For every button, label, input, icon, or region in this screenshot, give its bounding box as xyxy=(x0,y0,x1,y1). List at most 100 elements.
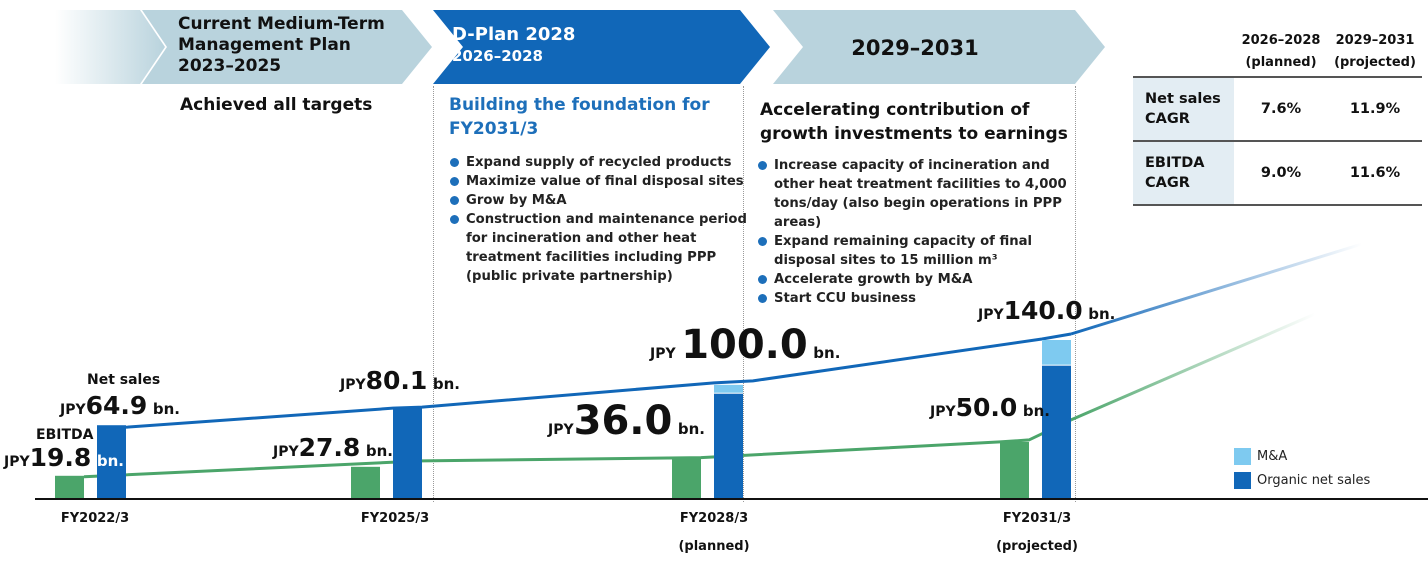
unit: bn. xyxy=(365,442,393,460)
ebitda-title: EBITDA xyxy=(36,427,94,443)
cagr-row-label-line: Net sales xyxy=(1145,91,1221,107)
currency: JPY xyxy=(4,454,30,470)
x-tick-text: FY2022/3 xyxy=(60,511,130,526)
net-sales-label-2: JPY 100.0 bn. xyxy=(650,322,840,368)
cagr-header-planned: 2026–2028 (planned) xyxy=(1234,30,1328,77)
net-sales-label-3: JPY140.0 bn. xyxy=(978,296,1115,325)
phase-2-bullets: Expand supply of recycled products Maxim… xyxy=(448,153,748,286)
bullet-item: Maximize value of final disposal sites xyxy=(448,172,748,191)
cagr-value: 7.6% xyxy=(1234,76,1328,141)
value: 36.0 xyxy=(573,398,673,444)
cagr-col-period: 2029–2031 xyxy=(1335,33,1415,48)
ebitda-label-0: JPY19.8 bn. xyxy=(4,443,124,472)
net-sales-label-0: JPY64.9 bn. xyxy=(60,391,180,420)
value: 50.0 xyxy=(955,393,1018,422)
currency: JPY xyxy=(273,444,299,460)
trend-extension-net-sales xyxy=(1070,242,1363,336)
bar-ebitda xyxy=(351,466,380,498)
phase-1-heading: Achieved all targets xyxy=(180,95,373,115)
cagr-value: 11.9% xyxy=(1328,76,1422,141)
phase-2-title: D-Plan 2028 2026–2028 xyxy=(452,24,575,66)
cagr-row-label-line: CAGR xyxy=(1145,175,1190,191)
bar-organic-net-sales xyxy=(97,425,126,498)
value: 64.9 xyxy=(85,391,148,420)
legend: M&A Organic net sales xyxy=(1234,444,1370,492)
phase-arrow-2029-2031 xyxy=(773,10,1105,84)
phase-arrow-dplan xyxy=(433,10,770,84)
unit: bn. xyxy=(813,344,841,362)
phase-arrow-current-plan xyxy=(55,10,165,84)
x-tick-label: FY2028/3 (planned) xyxy=(654,505,774,561)
phase-2-heading: Building the foundation for FY2031/3 xyxy=(449,95,710,139)
x-tick-note: (planned) xyxy=(678,539,750,554)
bullet-item: Expand supply of recycled products xyxy=(448,153,748,172)
currency: JPY xyxy=(548,422,574,438)
net-sales-title: Net sales xyxy=(87,372,161,388)
ebitda-label-2: JPY36.0 bn. xyxy=(548,398,705,444)
bullet-item: Start CCU business xyxy=(756,289,1076,308)
cagr-col-period: 2026–2028 xyxy=(1241,33,1321,48)
cagr-row-net-sales: Net sales CAGR 7.6% 11.9% xyxy=(1133,76,1422,141)
phase-divider xyxy=(433,86,434,502)
value: 19.8 xyxy=(29,443,92,472)
phase-divider xyxy=(1075,86,1076,502)
value: 27.8 xyxy=(298,433,361,462)
x-tick-text: FY2025/3 xyxy=(360,511,430,526)
unit: bn. xyxy=(1022,402,1050,420)
cagr-col-note: (planned) xyxy=(1245,55,1317,70)
cagr-row-ebitda: EBITDA CAGR 9.0% 11.6% xyxy=(1133,140,1422,206)
cagr-col-note: (projected) xyxy=(1334,55,1416,70)
bullet-item: Construction and maintenance period for … xyxy=(448,210,748,286)
trend-line-ebitda xyxy=(83,418,1072,479)
bar-ebitda xyxy=(1000,441,1029,498)
legend-item-organic: Organic net sales xyxy=(1234,468,1370,492)
bar-mna xyxy=(714,384,743,393)
unit: bn. xyxy=(677,420,706,438)
unit: bn. xyxy=(432,375,460,393)
value: 100.0 xyxy=(681,322,808,368)
bar-ebitda xyxy=(55,475,84,498)
phase-1-title: Current Medium-Term Management Plan 2023… xyxy=(178,14,385,77)
ebitda-label-3: JPY50.0 bn. xyxy=(930,393,1050,422)
x-tick-label: FY2031/3 (projected) xyxy=(977,505,1097,561)
phase-banner xyxy=(55,10,1105,84)
phase-divider xyxy=(743,86,744,502)
value: 80.1 xyxy=(365,366,428,395)
cagr-row-label: EBITDA CAGR xyxy=(1133,140,1234,206)
bar-organic-net-sales xyxy=(393,408,422,498)
bar-organic-net-sales xyxy=(1042,365,1071,498)
phase-1-title-line: Current Medium-Term xyxy=(178,14,385,34)
cagr-row-label: Net sales CAGR xyxy=(1133,76,1234,141)
value: 140.0 xyxy=(1003,296,1083,325)
phase-2-name: D-Plan 2028 xyxy=(452,24,576,45)
phase-2-period: 2026–2028 xyxy=(452,47,543,65)
cagr-value: 9.0% xyxy=(1234,140,1328,206)
cagr-table: 2026–2028 (planned) 2029–2031 (projected… xyxy=(1133,30,1422,206)
unit: bn. xyxy=(96,452,124,470)
currency: JPY xyxy=(650,346,676,362)
bullet-item: Expand remaining capacity of final dispo… xyxy=(756,232,1076,270)
unit: bn. xyxy=(1088,305,1116,323)
legend-label: Organic net sales xyxy=(1257,472,1371,488)
phase-3-heading: Accelerating contribution of growth inve… xyxy=(760,100,1068,144)
legend-item-mna: M&A xyxy=(1234,444,1370,468)
x-tick-text: FY2028/3 xyxy=(679,511,749,526)
bar-ebitda xyxy=(672,457,701,498)
cagr-row-label-line: CAGR xyxy=(1145,111,1190,127)
x-tick-text: FY2031/3 xyxy=(1002,511,1072,526)
cagr-row-label-line: EBITDA xyxy=(1145,155,1205,171)
phase-1-period: 2023–2025 xyxy=(178,56,282,76)
currency: JPY xyxy=(978,307,1004,323)
trend-extension-ebitda xyxy=(1070,312,1316,422)
currency: JPY xyxy=(340,377,366,393)
cagr-value: 11.6% xyxy=(1328,140,1422,206)
phase-arrow-current-plan xyxy=(142,10,432,84)
bar-organic-net-sales xyxy=(714,393,743,498)
bullet-item: Grow by M&A xyxy=(448,191,748,210)
bullet-item: Increase capacity of incineration and ot… xyxy=(756,156,1076,232)
cagr-header-projected: 2029–2031 (projected) xyxy=(1328,30,1422,77)
legend-label: M&A xyxy=(1257,448,1288,464)
x-tick-label: FY2025/3 xyxy=(335,505,455,533)
bullet-item: Accelerate growth by M&A xyxy=(756,270,1076,289)
